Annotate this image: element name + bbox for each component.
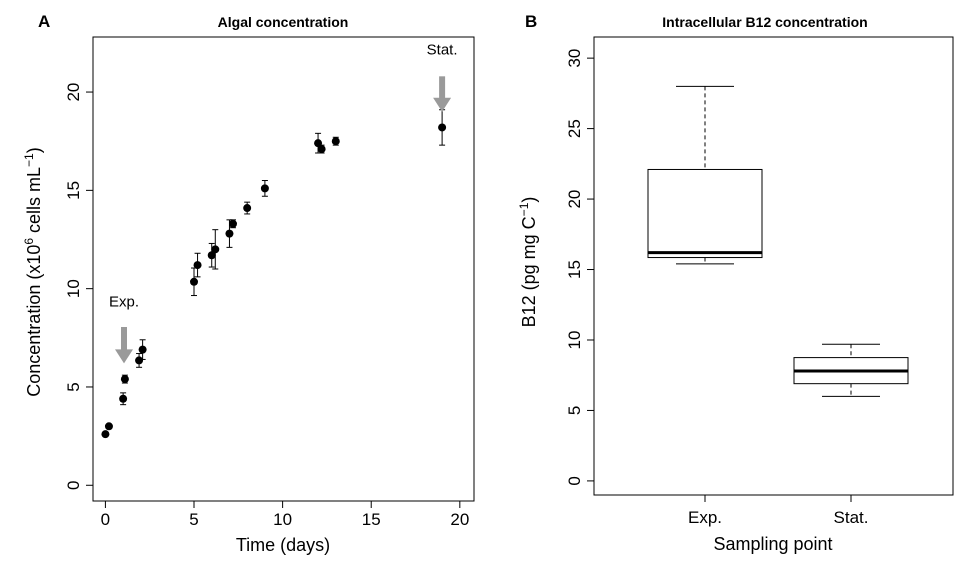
- panel-b-letter: B: [525, 12, 537, 31]
- panel-a-point-marker: [211, 245, 220, 254]
- panel-a-x-tick-label: 20: [450, 510, 469, 529]
- panel-a-x-tick-label: 15: [362, 510, 381, 529]
- panel-a-point-marker: [317, 145, 326, 154]
- panel-a-arrow-head: [115, 349, 134, 364]
- panel-b-y-tick-label: 30: [565, 49, 584, 68]
- panel-a-point-marker: [104, 422, 113, 431]
- panel-b-y-tick-label: 15: [565, 260, 584, 279]
- panel-a-y-tick-label: 20: [64, 83, 83, 102]
- panel-a-data-point: [207, 242, 216, 268]
- panel-a-letter: A: [38, 12, 50, 31]
- panel-a-data-point: [260, 180, 269, 197]
- panel-b-x-tick-label: Stat.: [834, 508, 869, 527]
- panel-a-data-point: [211, 229, 220, 270]
- panel-a-data-point: [190, 267, 199, 297]
- panel-a-x-tick-label: 5: [189, 510, 198, 529]
- panel-b-box-iqr: [647, 168, 763, 259]
- panel-a-point-marker: [438, 123, 447, 132]
- panel-a-y-tick-label: 15: [64, 181, 83, 200]
- panel-b-plot-frame: [593, 36, 954, 496]
- panel-a-data-point: [243, 201, 252, 215]
- panel-b-b12-concentration: B Intracellular B12 concentration Sampli…: [517, 12, 954, 554]
- panel-a-x-tick-label: 0: [101, 510, 110, 529]
- panel-a-annotation: Exp.: [109, 293, 139, 364]
- panel-a-arrow-head: [433, 97, 452, 112]
- panel-a-data-point: [120, 374, 129, 384]
- panel-a-data-point: [104, 422, 113, 431]
- panel-a-annotation-label: Stat.: [427, 42, 458, 59]
- panel-a-data-point: [138, 339, 147, 360]
- panel-b-box: [647, 85, 763, 265]
- panel-a-data-point: [135, 353, 144, 368]
- panel-a-x-tick-label: 10: [273, 510, 292, 529]
- panel-a-algal-concentration: A Algal concentration Time (days) Concen…: [22, 12, 475, 555]
- panel-a-point-marker: [228, 219, 237, 228]
- panel-a-point-marker: [138, 345, 147, 354]
- panel-b-axes: 0 5 10 15 20 25 30 Exp. Stat.: [565, 49, 868, 527]
- panel-b-y-tick-label: 5: [565, 406, 584, 415]
- panel-b-y-tick-label: 0: [565, 476, 584, 485]
- panel-a-point-marker: [119, 394, 128, 403]
- panel-a-point-marker: [135, 356, 144, 365]
- panel-b-y-tick-label: 25: [565, 119, 584, 138]
- panel-a-annotation-label: Exp.: [109, 293, 139, 310]
- panel-a-y-tick-label: 0: [64, 481, 83, 490]
- panel-a-point-marker: [260, 184, 269, 193]
- panel-b-y-tick-label: 10: [565, 331, 584, 350]
- panel-a-y-axis-title: Concentration (x106 cells mL−1): [22, 147, 44, 396]
- panel-b-y-tick-label: 20: [565, 190, 584, 209]
- panel-b-boxes: [647, 85, 909, 397]
- panel-a-annotations: Exp. Stat.: [109, 42, 458, 364]
- panel-a-data-point: [317, 144, 326, 154]
- panel-a-y-tick-label: 5: [64, 382, 83, 391]
- panel-a-title: Algal concentration: [218, 14, 349, 30]
- panel-a-plot-frame: [92, 36, 475, 502]
- panel-a-axes: 0 5 10 15 20 0 5 10 15 20: [64, 83, 469, 529]
- panel-b-title: Intracellular B12 concentration: [662, 14, 867, 30]
- panel-a-point-marker: [193, 261, 202, 270]
- panel-a-y-tick-label: 10: [64, 279, 83, 298]
- panel-a-x-axis-title: Time (days): [236, 535, 330, 555]
- panel-a-data-point: [193, 252, 202, 278]
- panel-a-point-marker: [190, 277, 199, 286]
- panel-a-data-point: [101, 430, 110, 439]
- panel-a-data-point: [228, 219, 237, 229]
- panel-b-x-tick-label: Exp.: [688, 508, 722, 527]
- panel-a-point-marker: [207, 251, 216, 260]
- panel-a-data-point: [331, 136, 340, 146]
- panel-a-point-marker: [331, 137, 340, 146]
- panel-b-x-axis-title: Sampling point: [713, 534, 832, 554]
- panel-a-point-marker: [225, 229, 234, 238]
- panel-a-data-point: [119, 392, 128, 406]
- panel-a-point-marker: [243, 204, 252, 213]
- panel-a-data-point: [438, 109, 447, 146]
- panel-a-annotation: Stat.: [427, 42, 458, 112]
- panel-a-data-points: [101, 109, 447, 439]
- panel-b-box: [793, 343, 909, 397]
- panel-a-point-marker: [120, 375, 129, 384]
- panel-a-point-marker: [101, 430, 110, 439]
- panel-b-y-axis-title: B12 (pg mg C−1): [517, 197, 539, 328]
